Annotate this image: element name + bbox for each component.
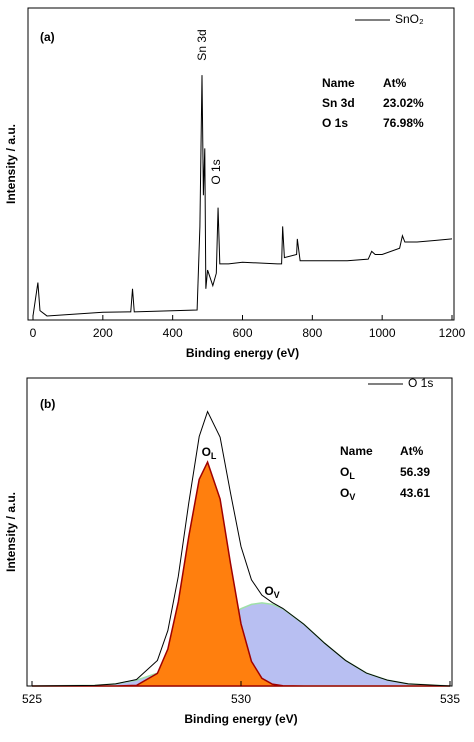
x-tick-label: 525	[22, 692, 42, 706]
legend-label: O 1s	[408, 376, 433, 390]
peak-label: OV	[264, 584, 279, 600]
peak-label-sub: L	[211, 451, 217, 461]
x-tick-label: 1000	[369, 326, 396, 340]
spectrum-line	[31, 410, 451, 687]
x-tick-label: 600	[232, 326, 252, 340]
panel-label: (b)	[40, 397, 55, 411]
plot-frame	[27, 7, 455, 321]
x-tick-label: 200	[93, 326, 113, 340]
table-cell: 43.61	[400, 486, 430, 500]
table-header: At%	[383, 76, 407, 90]
table-header: At%	[400, 444, 424, 458]
table-cell-sub: L	[349, 471, 355, 481]
peak-label-main: O	[264, 584, 273, 598]
x-tick-label: 800	[302, 326, 322, 340]
legend-label: SnO₂	[395, 12, 424, 26]
peak-label: O 1s	[209, 159, 223, 184]
x-tick-label: 530	[231, 692, 251, 706]
table-header: Name	[322, 76, 355, 90]
component-area	[32, 460, 450, 687]
table-cell: OV	[340, 486, 355, 502]
x-tick-label: 535	[440, 692, 460, 706]
x-axis-label: Binding energy (eV)	[186, 346, 299, 360]
x-tick-label: 1200	[439, 326, 466, 340]
table-cell: 56.39	[400, 465, 430, 479]
table-cell: 76.98%	[383, 116, 424, 130]
peak-label: Sn 3d	[195, 29, 209, 60]
table-cell: Sn 3d	[322, 96, 355, 110]
x-axis-label: Binding energy (eV)	[184, 712, 297, 726]
table-header: Name	[340, 444, 373, 458]
table-cell: OL	[340, 465, 355, 481]
table-cell: O 1s	[322, 116, 348, 130]
table-cell: 23.02%	[383, 96, 424, 110]
peak-label-main: O	[202, 445, 211, 459]
panel-label: (a)	[40, 30, 55, 44]
y-axis-label: Intensity / a.u.	[4, 492, 18, 572]
x-tick-label: 400	[163, 326, 183, 340]
spectrum-line	[32, 75, 453, 317]
y-axis-label: Intensity / a.u.	[4, 124, 18, 204]
peak-label-sub: V	[274, 590, 280, 600]
table-cell-main: O	[340, 465, 349, 479]
table-cell-main: O	[340, 486, 349, 500]
x-tick-label: 0	[30, 326, 37, 340]
table-cell-sub: V	[349, 492, 355, 502]
peak-label: OL	[202, 445, 217, 461]
